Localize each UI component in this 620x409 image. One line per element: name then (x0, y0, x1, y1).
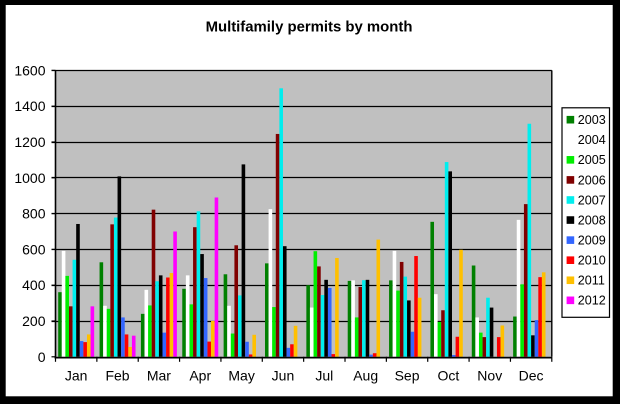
svg-text:1600: 1600 (14, 62, 45, 78)
svg-text:Nov: Nov (477, 368, 502, 384)
svg-text:2005: 2005 (578, 153, 606, 167)
svg-text:Mar: Mar (147, 368, 171, 384)
svg-text:1000: 1000 (14, 170, 45, 186)
svg-text:2007: 2007 (578, 193, 606, 207)
svg-text:Dec: Dec (519, 368, 544, 384)
svg-text:800: 800 (22, 206, 46, 222)
svg-text:Jan: Jan (65, 368, 88, 384)
svg-text:600: 600 (22, 241, 46, 257)
svg-text:May: May (228, 368, 254, 384)
svg-text:2012: 2012 (578, 294, 606, 308)
svg-text:2003: 2003 (578, 113, 606, 127)
svg-text:200: 200 (22, 313, 46, 329)
svg-text:2009: 2009 (578, 234, 606, 248)
svg-text:2010: 2010 (578, 254, 606, 268)
svg-text:2011: 2011 (578, 274, 605, 288)
svg-text:Aug: Aug (353, 368, 378, 384)
svg-text:Oct: Oct (438, 368, 460, 384)
svg-text:Multifamily permits by month: Multifamily permits by month (206, 20, 413, 36)
svg-text:Jul: Jul (315, 368, 333, 384)
svg-text:1200: 1200 (14, 134, 45, 150)
svg-text:Sep: Sep (395, 368, 420, 384)
svg-text:2004: 2004 (578, 133, 606, 147)
svg-text:2008: 2008 (578, 213, 606, 227)
svg-text:Jun: Jun (272, 368, 295, 384)
svg-text:400: 400 (22, 277, 46, 293)
svg-text:Feb: Feb (105, 368, 129, 384)
svg-text:1400: 1400 (14, 98, 45, 114)
svg-text:2006: 2006 (578, 173, 606, 187)
svg-text:Apr: Apr (189, 368, 211, 384)
svg-text:0: 0 (38, 349, 46, 365)
